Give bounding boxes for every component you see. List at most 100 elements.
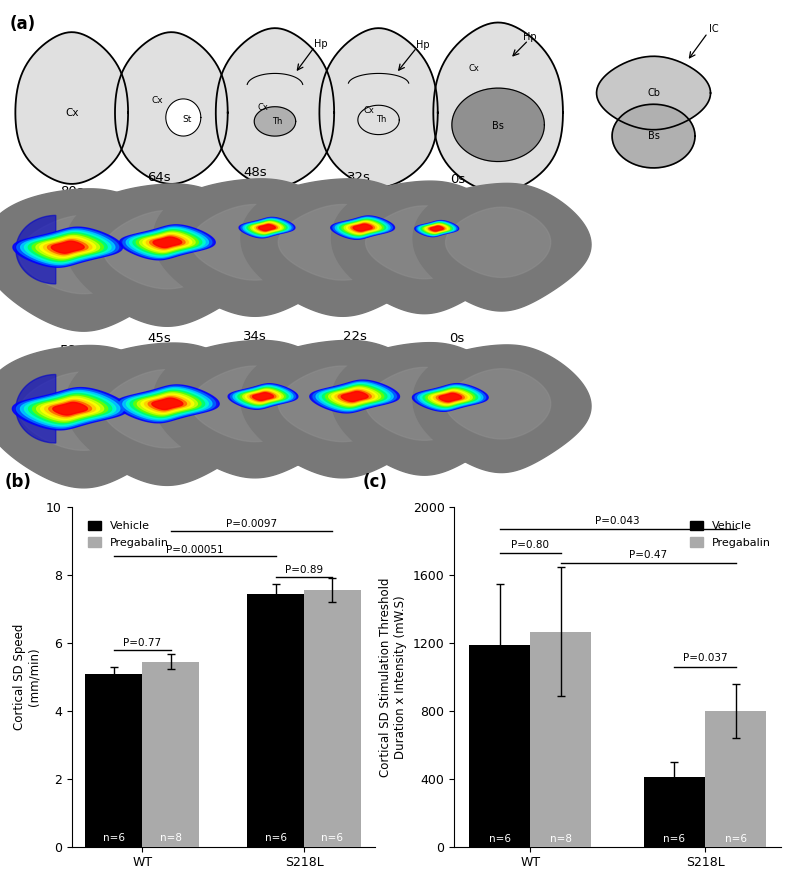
Polygon shape bbox=[190, 205, 312, 280]
Legend: Vehicle, Pregabalin: Vehicle, Pregabalin bbox=[84, 516, 174, 552]
Polygon shape bbox=[313, 381, 396, 412]
Polygon shape bbox=[347, 221, 379, 234]
Polygon shape bbox=[257, 224, 277, 231]
Polygon shape bbox=[115, 32, 228, 184]
Polygon shape bbox=[320, 384, 390, 409]
Polygon shape bbox=[434, 392, 467, 404]
Polygon shape bbox=[245, 390, 281, 403]
Text: Cb: Cb bbox=[647, 88, 660, 98]
Polygon shape bbox=[413, 183, 591, 311]
Text: 22s: 22s bbox=[343, 330, 367, 343]
Polygon shape bbox=[248, 391, 278, 402]
Text: 0s: 0s bbox=[450, 173, 465, 186]
Text: n=6: n=6 bbox=[489, 834, 511, 844]
Polygon shape bbox=[103, 211, 224, 288]
Polygon shape bbox=[13, 387, 128, 430]
Text: n=6: n=6 bbox=[321, 833, 344, 842]
Polygon shape bbox=[16, 375, 56, 443]
Polygon shape bbox=[13, 228, 123, 267]
Polygon shape bbox=[19, 372, 140, 451]
Polygon shape bbox=[328, 387, 381, 406]
Polygon shape bbox=[116, 385, 219, 422]
Polygon shape bbox=[29, 393, 112, 424]
Polygon shape bbox=[148, 397, 186, 411]
Text: S218L: S218L bbox=[5, 373, 48, 385]
Polygon shape bbox=[413, 384, 488, 411]
Polygon shape bbox=[243, 389, 283, 404]
Polygon shape bbox=[103, 370, 224, 448]
Polygon shape bbox=[153, 340, 358, 478]
Polygon shape bbox=[17, 228, 119, 265]
Polygon shape bbox=[44, 238, 92, 256]
Text: Th: Th bbox=[272, 117, 283, 126]
Polygon shape bbox=[253, 392, 273, 400]
Polygon shape bbox=[366, 206, 476, 279]
Polygon shape bbox=[278, 366, 399, 442]
Text: Hp: Hp bbox=[523, 32, 537, 41]
Bar bbox=[530, 632, 591, 847]
Polygon shape bbox=[19, 215, 140, 294]
Text: St: St bbox=[183, 116, 192, 124]
Polygon shape bbox=[152, 398, 183, 409]
Polygon shape bbox=[247, 220, 287, 235]
Polygon shape bbox=[120, 386, 215, 422]
Text: P=0.47: P=0.47 bbox=[629, 549, 667, 560]
Polygon shape bbox=[250, 392, 276, 401]
Polygon shape bbox=[245, 220, 289, 235]
Text: Cx: Cx bbox=[469, 64, 480, 73]
Polygon shape bbox=[123, 387, 212, 420]
Polygon shape bbox=[344, 220, 381, 235]
Polygon shape bbox=[422, 223, 451, 234]
Polygon shape bbox=[332, 388, 378, 405]
Polygon shape bbox=[241, 340, 446, 478]
Text: Bs: Bs bbox=[648, 131, 659, 141]
Polygon shape bbox=[32, 235, 104, 260]
Polygon shape bbox=[37, 397, 104, 421]
Polygon shape bbox=[597, 56, 710, 130]
Text: Th: Th bbox=[375, 116, 387, 124]
Polygon shape bbox=[40, 237, 96, 258]
Polygon shape bbox=[16, 215, 56, 284]
Polygon shape bbox=[45, 400, 96, 418]
Bar bbox=[304, 590, 361, 847]
Polygon shape bbox=[230, 385, 296, 408]
Polygon shape bbox=[51, 241, 84, 253]
Polygon shape bbox=[420, 386, 481, 408]
Text: 45s: 45s bbox=[147, 333, 171, 345]
Polygon shape bbox=[241, 388, 285, 405]
Polygon shape bbox=[65, 343, 270, 485]
Polygon shape bbox=[316, 383, 393, 411]
Polygon shape bbox=[17, 389, 124, 429]
Polygon shape bbox=[133, 229, 202, 255]
Text: 32s: 32s bbox=[347, 170, 371, 183]
Polygon shape bbox=[421, 223, 453, 235]
Polygon shape bbox=[341, 392, 368, 401]
Polygon shape bbox=[153, 179, 358, 317]
Polygon shape bbox=[136, 231, 198, 254]
Polygon shape bbox=[150, 235, 185, 249]
Polygon shape bbox=[331, 216, 395, 239]
Polygon shape bbox=[338, 391, 371, 402]
Polygon shape bbox=[340, 220, 386, 236]
Polygon shape bbox=[21, 391, 120, 427]
Polygon shape bbox=[254, 107, 296, 136]
Polygon shape bbox=[53, 402, 88, 415]
Text: WT: WT bbox=[5, 216, 27, 229]
Polygon shape bbox=[337, 219, 388, 237]
Polygon shape bbox=[65, 184, 270, 326]
Polygon shape bbox=[427, 225, 446, 232]
Polygon shape bbox=[351, 223, 375, 232]
Text: Cx: Cx bbox=[363, 106, 375, 115]
Polygon shape bbox=[15, 32, 128, 184]
Polygon shape bbox=[336, 218, 390, 237]
Text: (a): (a) bbox=[10, 15, 36, 33]
Polygon shape bbox=[139, 232, 195, 252]
Polygon shape bbox=[325, 385, 384, 407]
Polygon shape bbox=[249, 221, 285, 235]
Polygon shape bbox=[446, 207, 551, 278]
Text: Hp: Hp bbox=[314, 39, 328, 49]
Polygon shape bbox=[612, 104, 695, 168]
Bar bbox=[142, 662, 199, 847]
Polygon shape bbox=[239, 218, 295, 238]
Polygon shape bbox=[426, 225, 448, 233]
